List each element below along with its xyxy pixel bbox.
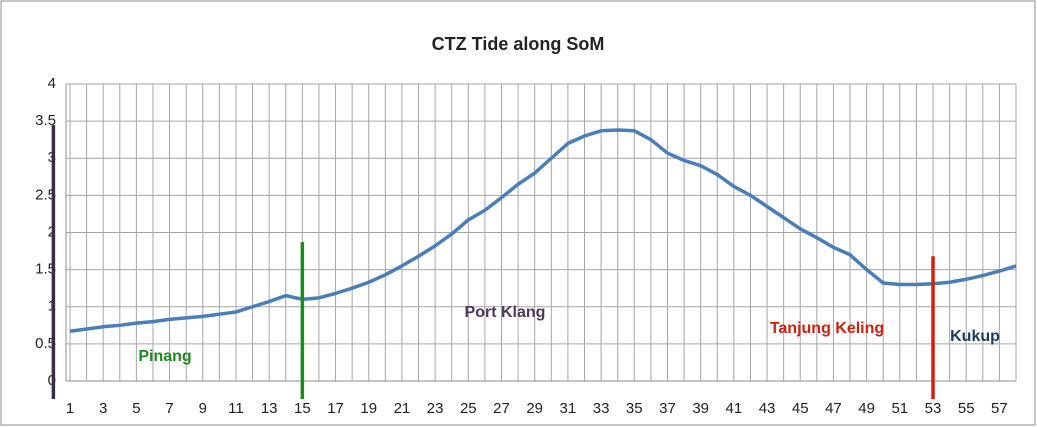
x-tick-label: 55 [958,400,975,417]
annotation: Kukup [950,328,1000,345]
x-tick-label: 5 [132,400,140,417]
x-tick-label: 47 [825,400,842,417]
x-tick-label: 39 [692,400,709,417]
x-tick-label: 43 [759,400,776,417]
x-tick-label: 49 [858,400,875,417]
line-series [69,128,1017,333]
x-tick-label: 51 [891,400,908,417]
x-tick-label: 21 [394,400,411,417]
annotation: Pinang [138,348,191,365]
x-tick-label: 7 [165,400,173,417]
chart-title: CTZ Tide along SoM [432,34,605,54]
x-tick-label: 41 [726,400,743,417]
x-tick-label: 27 [493,400,510,417]
x-tick-label: 3 [99,400,107,417]
annotation: Port Klang [465,304,546,321]
x-tick-label: 29 [526,400,543,417]
x-tick-label: 25 [460,400,477,417]
x-tick-label: 45 [792,400,809,417]
x-tick-label: 33 [593,400,610,417]
y-tick-label: 1.5 [35,261,56,278]
x-tick-label: 35 [626,400,643,417]
x-tick-label: 53 [925,400,942,417]
x-tick-label: 17 [327,400,344,417]
x-tick-label: 23 [427,400,444,417]
x-tick-label: 31 [560,400,577,417]
x-tick-label: 15 [294,400,311,417]
x-tick-label: 57 [991,400,1008,417]
x-tick-label: 37 [659,400,676,417]
annotation: Tanjung Keling [770,320,884,337]
x-tick-label: 11 [228,400,244,417]
y-tick-label: 2.5 [35,186,56,203]
y-tick-label: 4 [48,75,56,92]
y-tick-label: 3.5 [35,112,56,129]
x-tick-label: 19 [360,400,377,417]
x-tick-label: 1 [66,400,74,417]
x-tick-label: 9 [199,400,207,417]
y-tick-label: 0.5 [35,335,56,352]
x-tick-label: 13 [261,400,278,417]
